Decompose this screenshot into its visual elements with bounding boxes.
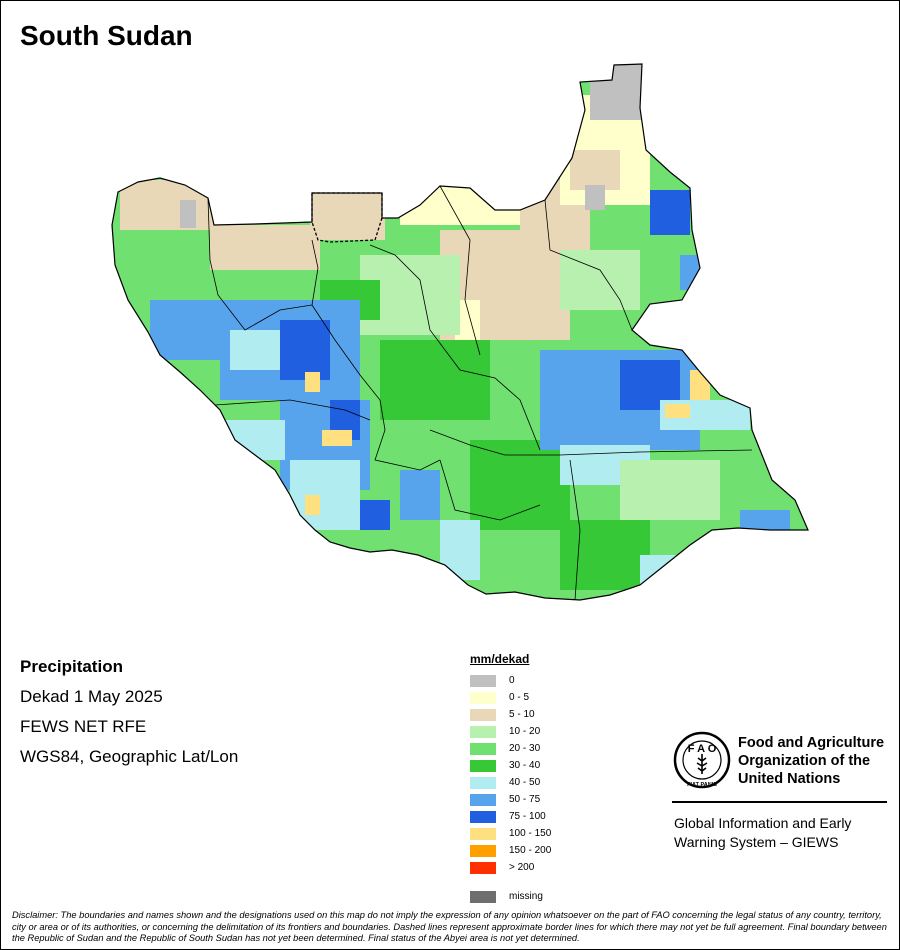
variable-label: Precipitation: [20, 657, 123, 676]
legend-item: 40 - 50: [470, 774, 551, 791]
legend-label: 150 - 200: [509, 845, 552, 856]
map-title: South Sudan: [20, 20, 193, 51]
legend-label: 0: [509, 675, 515, 686]
fao-logo-motto: FIAT PANIS: [687, 782, 717, 788]
legend-label: missing: [509, 891, 543, 902]
legend: mm/dekad 0 0 - 5 5 - 10 10 - 20 20 - 30 …: [470, 652, 551, 905]
legend-label: 5 - 10: [509, 709, 535, 720]
fao-logo-icon: F A O FIAT PANIS: [673, 731, 731, 789]
projection-label: WGS84, Geographic Lat/Lon: [20, 747, 239, 766]
legend-item: 30 - 40: [470, 757, 551, 774]
fao-name-line: Organization of the: [738, 753, 871, 769]
legend-item: 150 - 200: [470, 842, 551, 859]
legend-swatch: [470, 793, 496, 806]
legend-label: 10 - 20: [509, 726, 541, 737]
legend-item: 0: [470, 672, 551, 689]
state-boundaries: [207, 185, 753, 601]
giews-name: Global Information and Early Warning Sys…: [674, 814, 851, 852]
legend-label: 75 - 100: [509, 811, 546, 822]
legend-swatch: [470, 691, 496, 704]
legend-label: 100 - 150: [509, 828, 552, 839]
legend-label: 0 - 5: [509, 692, 530, 703]
legend-item: 50 - 75: [470, 791, 551, 808]
map-info: Precipitation Dekad 1 May 2025 FEWS NET …: [20, 656, 238, 776]
source-label: FEWS NET RFE: [20, 717, 147, 736]
period-label: Dekad 1 May 2025: [20, 687, 163, 706]
legend-item: 10 - 20: [470, 723, 551, 740]
legend-swatch: [470, 674, 496, 687]
legend-swatch: [470, 810, 496, 823]
legend-item: 100 - 150: [470, 825, 551, 842]
legend-swatch: [470, 725, 496, 738]
disclaimer: Disclaimer: The boundaries and names sho…: [12, 910, 887, 943]
legend-swatch: [470, 776, 496, 789]
giews-name-line: Warning System – GIEWS: [674, 834, 839, 850]
abyei-area-boundary: [311, 192, 383, 243]
legend-swatch: [470, 708, 496, 721]
legend-label: 30 - 40: [509, 760, 541, 771]
legend-label: 50 - 75: [509, 794, 541, 805]
legend-item: 20 - 30: [470, 740, 551, 757]
rainfall-raster: [112, 64, 808, 600]
divider: [672, 801, 887, 803]
legend-swatch: [470, 844, 496, 857]
fao-name-line: United Nations: [738, 771, 841, 787]
svg-text:F A O: F A O: [688, 743, 717, 755]
legend-label: 40 - 50: [509, 777, 541, 788]
legend-swatch: [470, 827, 496, 840]
legend-swatch: [470, 759, 496, 772]
legend-swatch: [470, 890, 496, 903]
precipitation-map: [111, 63, 809, 601]
legend-item-missing: missing: [470, 888, 551, 905]
legend-title: mm/dekad: [470, 652, 530, 666]
legend-label: 20 - 30: [509, 743, 541, 754]
legend-swatch: [470, 742, 496, 755]
fao-name-line: Food and Agriculture: [738, 735, 885, 751]
legend-item: > 200: [470, 859, 551, 876]
legend-item: 75 - 100: [470, 808, 551, 825]
legend-item: 0 - 5: [470, 689, 551, 706]
legend-item: 5 - 10: [470, 706, 551, 723]
legend-swatch: [470, 861, 496, 874]
legend-label: > 200: [509, 862, 535, 873]
giews-name-line: Global Information and Early: [674, 815, 852, 831]
fao-organization-name: Food and Agriculture Organization of the…: [738, 734, 884, 788]
